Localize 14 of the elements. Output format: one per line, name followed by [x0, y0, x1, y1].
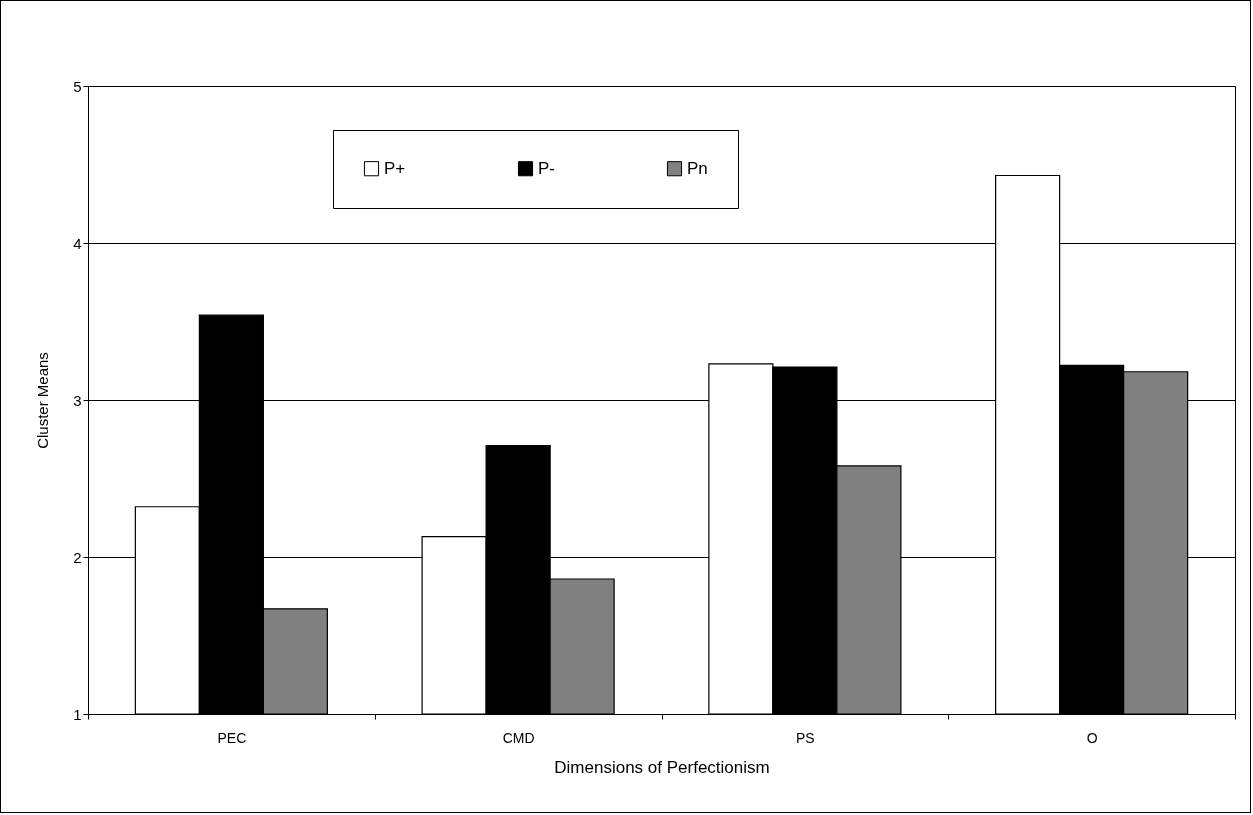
legend-label: Pn [687, 158, 708, 178]
legend-label: P- [538, 158, 555, 178]
y-axis-title: Cluster Means [34, 352, 52, 449]
x-tick-label: CMD [502, 729, 535, 746]
x-tick-label: O [1086, 729, 1098, 746]
legend-label: P+ [384, 158, 406, 178]
y-tick-label: 1 [73, 705, 82, 723]
x-tick-label: PEC [217, 729, 247, 746]
x-tick-label: PS [796, 729, 815, 746]
y-tick-label: 4 [73, 234, 82, 252]
y-tick-label: 5 [73, 77, 82, 95]
x-axis-title: Dimensions of Perfectionism [554, 757, 770, 777]
y-tick-label: 2 [73, 548, 82, 566]
y-tick-label: 3 [73, 391, 82, 409]
